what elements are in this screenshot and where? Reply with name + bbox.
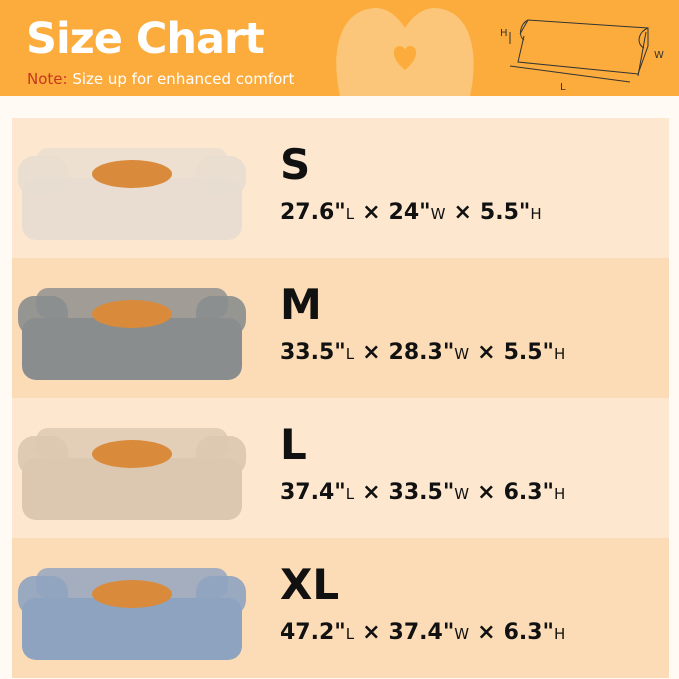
times-sign: × (362, 480, 381, 505)
dog-bed-image (18, 568, 246, 660)
dim-unit: L (345, 345, 355, 363)
size-dimensions: 33.5"L × 28.3"W × 5.5"H (280, 340, 573, 365)
times-sign: × (453, 200, 472, 225)
size-label: L (280, 420, 307, 469)
dog (92, 580, 172, 608)
dim-unit: W (454, 345, 470, 363)
times-sign: × (362, 340, 381, 365)
dim-value: 27.6" (280, 200, 346, 225)
size-label: M (280, 280, 322, 329)
diagram-h: H (500, 28, 508, 39)
dog (92, 300, 172, 328)
dim-unit: H (554, 485, 566, 503)
dim-unit: L (345, 485, 355, 503)
times-sign: × (477, 480, 496, 505)
size-label: S (280, 140, 311, 189)
note: Note: Size up for enhanced comfort (27, 70, 294, 88)
page-title: Size Chart (26, 14, 265, 64)
size-label: XL (280, 560, 340, 609)
diagram-l: L (560, 82, 566, 93)
size-dimensions: 37.4"L × 33.5"W × 6.3"H (280, 480, 573, 505)
dog-bed-image (18, 428, 246, 520)
dim-unit: W (430, 205, 446, 223)
size-rows: S 27.6"L × 24"W × 5.5"H M 33.5"L × 28.3"W × 5.5"… (12, 118, 679, 679)
size-row-m: M 33.5"L × 28.3"W × 5.5"H (12, 258, 669, 398)
size-row-s: S 27.6"L × 24"W × 5.5"H (12, 118, 669, 258)
dim-value: 47.2" (280, 620, 346, 645)
dog (92, 160, 172, 188)
dim-value: 33.5" (388, 480, 455, 505)
dim-value: 6.3" (503, 480, 555, 505)
note-label: Note: (27, 70, 68, 88)
times-sign: × (477, 340, 496, 365)
note-text: Size up for enhanced comfort (67, 70, 295, 88)
dim-unit: W (454, 485, 470, 503)
size-dimensions: 27.6"L × 24"W × 5.5"H (280, 200, 550, 225)
dog-bed-image (18, 148, 246, 240)
size-row-l: L 37.4"L × 33.5"W × 6.3"H (12, 398, 669, 538)
times-sign: × (362, 620, 381, 645)
size-dimensions: 47.2"L × 37.4"W × 6.3"H (280, 620, 573, 645)
dim-unit: H (554, 345, 566, 363)
dog (92, 440, 172, 468)
dim-unit: L (345, 205, 355, 223)
dim-value: 24" (388, 200, 431, 225)
dim-value: 37.4" (280, 480, 346, 505)
dim-unit: L (345, 625, 355, 643)
size-row-xl: XL 47.2"L × 37.4"W × 6.3"H (12, 538, 669, 678)
dim-value: 33.5" (280, 340, 346, 365)
dim-unit: W (454, 625, 470, 643)
dim-value: 6.3" (503, 620, 555, 645)
dim-value: 28.3" (388, 340, 455, 365)
dog-bed-image (18, 288, 246, 380)
times-sign: × (362, 200, 381, 225)
dim-unit: H (554, 625, 566, 643)
dim-value: 37.4" (388, 620, 455, 645)
dim-unit: H (530, 205, 542, 223)
dog-silhouette-icon (336, 8, 474, 96)
dim-value: 5.5" (503, 340, 555, 365)
header-banner: Size Chart Note: Size up for enhanced co… (0, 0, 679, 96)
dim-value: 5.5" (479, 200, 531, 225)
times-sign: × (477, 620, 496, 645)
bed-dimension-diagram-icon: H W L (500, 19, 664, 93)
diagram-w: W (654, 50, 664, 61)
